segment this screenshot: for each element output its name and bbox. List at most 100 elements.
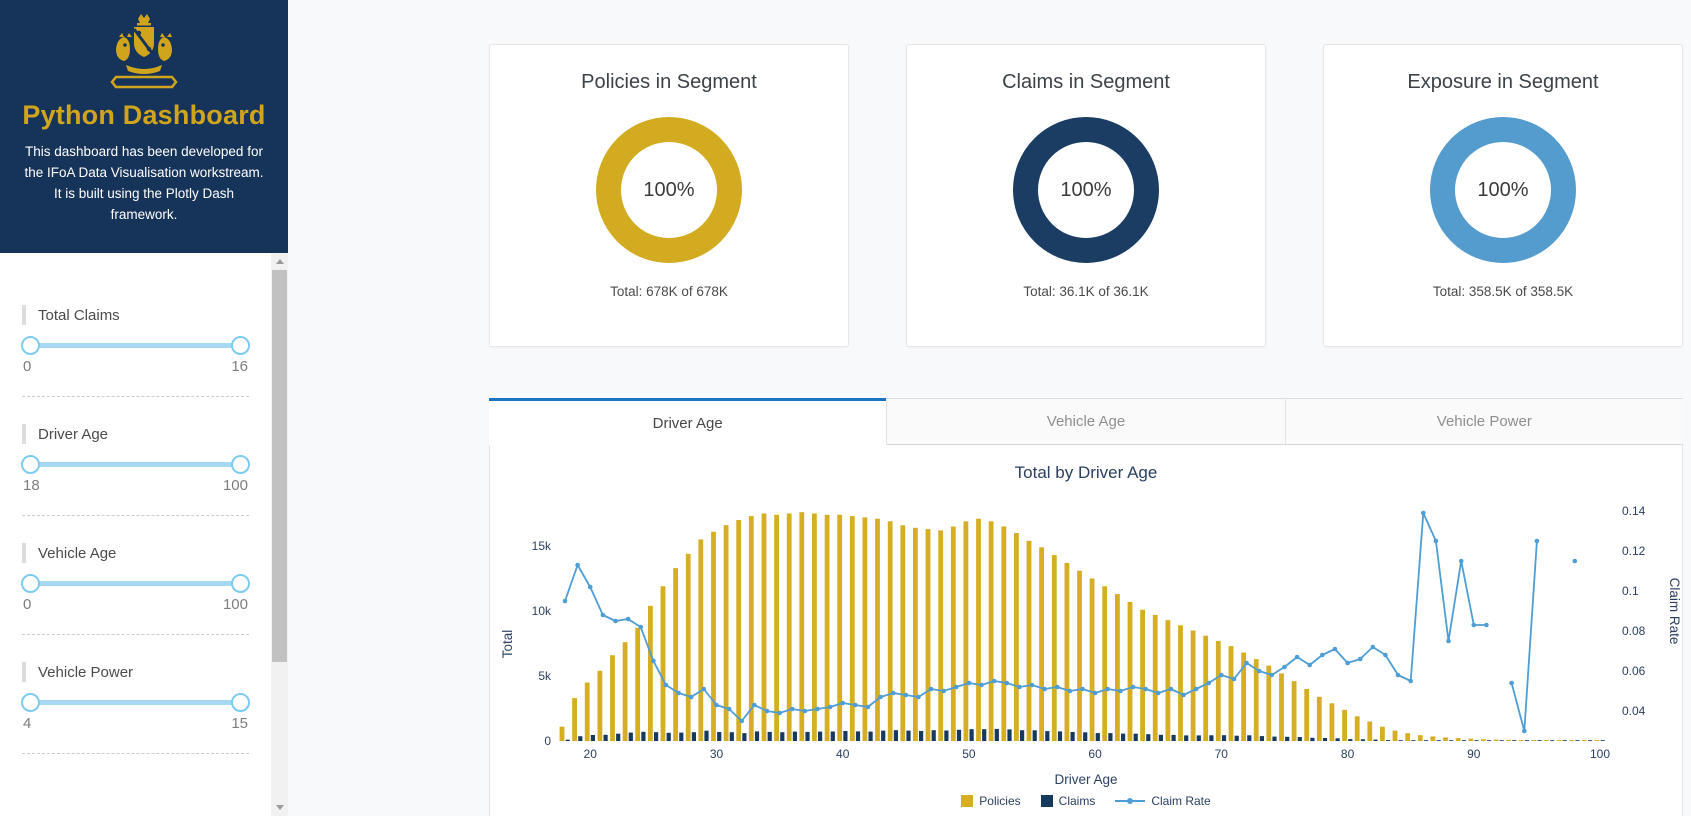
svg-text:0.06: 0.06 — [1622, 664, 1646, 678]
slider-rail[interactable] — [26, 343, 245, 348]
card-total: Total: 36.1K of 36.1K — [1023, 284, 1149, 299]
card-title: Claims in Segment — [1002, 71, 1170, 93]
svg-text:5k: 5k — [538, 669, 552, 683]
legend-item-claims[interactable]: Claims — [1040, 794, 1095, 808]
claims-donut-chart: 100% — [1013, 117, 1159, 263]
filter-label: Vehicle Age — [38, 544, 117, 562]
legend-item-policies[interactable]: Policies — [961, 794, 1021, 808]
slider-rail[interactable] — [26, 581, 245, 586]
label-accent-bar — [22, 662, 26, 682]
label-accent-bar — [22, 543, 26, 563]
filter-divider — [22, 515, 249, 516]
slider-max-value: 100 — [222, 596, 248, 613]
slider-handle-min[interactable] — [21, 336, 40, 355]
slider-max-value: 15 — [231, 715, 248, 732]
donut-percent: 100% — [643, 178, 695, 201]
vehicle-age-slider[interactable] — [21, 574, 250, 593]
chart-legend: Policies Claims Claim Rate — [490, 791, 1682, 811]
slider-handle-min[interactable] — [21, 574, 40, 593]
donut-percent: 100% — [1060, 178, 1112, 201]
slider-min-value: 4 — [23, 715, 32, 732]
card-total: Total: 358.5K of 358.5K — [1432, 284, 1574, 299]
svg-text:15k: 15k — [532, 539, 552, 553]
svg-text:60: 60 — [1088, 747, 1102, 761]
filter-label: Total Claims — [38, 306, 120, 324]
slider-rail[interactable] — [26, 700, 245, 705]
policies-swatch-icon — [961, 795, 974, 807]
tab-driver-age[interactable]: Driver Age — [489, 398, 887, 445]
svg-text:20: 20 — [584, 747, 598, 761]
slider-handle-max[interactable] — [231, 336, 250, 355]
vehicle-power-slider[interactable] — [21, 693, 250, 712]
slider-rail[interactable] — [26, 462, 245, 467]
svg-text:0: 0 — [544, 734, 551, 748]
svg-text:80: 80 — [1341, 747, 1355, 761]
svg-text:Total: Total — [500, 630, 515, 659]
driver-age-chart[interactable]: 0 5k 10k 15k 0.04 0.06 0.08 0.1 0.12 0.14 20 30 40 50… — [490, 489, 1682, 769]
label-accent-bar — [22, 424, 26, 444]
slider-handle-max[interactable] — [231, 693, 250, 712]
tab-vehicle-age[interactable]: Vehicle Age — [886, 398, 1285, 445]
legend-item-claim-rate[interactable]: Claim Rate — [1115, 794, 1211, 808]
driver-age-slider[interactable] — [21, 455, 250, 474]
slider-max-value: 100 — [222, 477, 248, 494]
filter-divider — [22, 634, 249, 635]
scrollbar-thumb[interactable] — [272, 270, 287, 662]
filter-divider — [22, 396, 249, 397]
slider-handle-max[interactable] — [231, 455, 250, 474]
card-claims-in-segment: Claims in Segment 100% Total: 36.1K of 3… — [906, 44, 1266, 347]
ifoa-crest-icon — [110, 14, 178, 89]
total-claims-slider[interactable] — [21, 336, 250, 355]
filter-total-claims: Total Claims 0 16 — [0, 305, 271, 375]
card-title: Exposure in Segment — [1407, 71, 1599, 93]
policies-donut-chart: 100% — [596, 117, 742, 263]
svg-text:50: 50 — [962, 747, 976, 761]
card-policies-in-segment: Policies in Segment 100% Total: 678K of … — [489, 44, 849, 347]
tab-vehicle-power[interactable]: Vehicle Power — [1284, 398, 1683, 445]
svg-text:0.12: 0.12 — [1622, 544, 1646, 558]
app-title: Python Dashboard — [22, 100, 266, 130]
svg-text:100: 100 — [1590, 747, 1610, 761]
svg-text:10k: 10k — [532, 604, 552, 618]
card-exposure-in-segment: Exposure in Segment 100% Total: 358.5K o… — [1323, 44, 1683, 347]
slider-handle-min[interactable] — [21, 455, 40, 474]
slider-handle-max[interactable] — [231, 574, 250, 593]
filter-label: Driver Age — [38, 425, 109, 443]
svg-text:0.04: 0.04 — [1622, 704, 1646, 718]
svg-text:0.14: 0.14 — [1622, 504, 1646, 518]
scroll-up-icon[interactable] — [271, 253, 288, 270]
filter-driver-age: Driver Age 18 100 — [0, 424, 271, 494]
slider-min-value: 0 — [23, 358, 32, 375]
x-axis-title: Driver Age — [1054, 772, 1118, 787]
slider-handle-min[interactable] — [21, 693, 40, 712]
slider-min-value: 18 — [23, 477, 40, 494]
chart-panel: Total by Driver Age 0 5k 10k 15k 0.04 0.06 0.0… — [489, 445, 1683, 816]
scroll-down-icon[interactable] — [271, 799, 288, 816]
sidebar-header: Python Dashboard This dashboard has been… — [0, 0, 288, 253]
svg-text:90: 90 — [1467, 747, 1481, 761]
slider-max-value: 16 — [231, 358, 248, 375]
svg-text:70: 70 — [1215, 747, 1229, 761]
card-title: Policies in Segment — [581, 71, 757, 93]
claims-swatch-icon — [1040, 795, 1053, 807]
filter-vehicle-age: Vehicle Age 0 100 — [0, 543, 271, 613]
filter-divider — [22, 753, 249, 754]
exposure-donut-chart: 100% — [1430, 117, 1576, 263]
chart-tabs: Driver Age Vehicle Age Vehicle Power — [489, 398, 1683, 445]
svg-text:40: 40 — [836, 747, 850, 761]
kpi-cards-row: Policies in Segment 100% Total: 678K of … — [489, 44, 1683, 347]
sidebar: Python Dashboard This dashboard has been… — [0, 0, 288, 816]
filter-label: Vehicle Power — [38, 663, 134, 681]
slider-min-value: 0 — [23, 596, 32, 613]
sidebar-scrollbar[interactable] — [271, 253, 288, 816]
claim-rate-line-icon — [1115, 797, 1146, 805]
svg-text:0.08: 0.08 — [1622, 624, 1646, 638]
filter-vehicle-power: Vehicle Power 4 15 — [0, 662, 271, 732]
svg-text:Claim Rate: Claim Rate — [1667, 578, 1682, 645]
filter-panel: Total Claims 0 16 Driver Age 18 100 Vehicl… — [0, 253, 271, 754]
chart-title: Total by Driver Age — [1014, 463, 1158, 482]
donut-percent: 100% — [1477, 178, 1529, 201]
card-total: Total: 678K of 678K — [610, 284, 728, 299]
label-accent-bar — [22, 305, 26, 325]
svg-text:0.1: 0.1 — [1622, 584, 1639, 598]
